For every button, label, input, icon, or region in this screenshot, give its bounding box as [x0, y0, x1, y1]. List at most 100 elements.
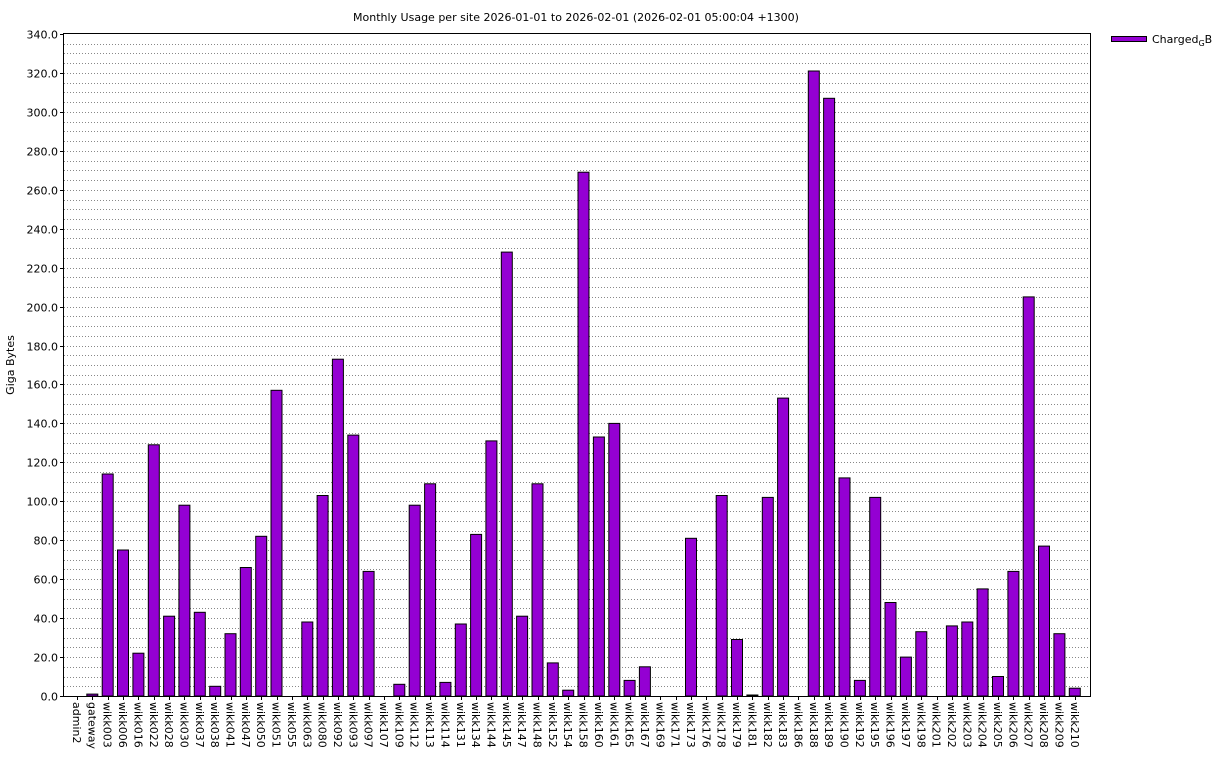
- bar: [301, 621, 314, 697]
- y-tick-label: 80.0: [34, 535, 59, 548]
- x-tick-label: wikk188: [807, 702, 820, 748]
- bar: [255, 535, 268, 697]
- bar: [485, 440, 498, 697]
- x-tick-label: wikk178: [715, 702, 728, 748]
- x-tick-label: wikk171: [669, 702, 682, 748]
- x-tick-label: wikk030: [177, 702, 190, 748]
- x-tick-label: wikk195: [868, 702, 881, 748]
- bar: [915, 631, 928, 697]
- x-tick-label: wikk016: [131, 702, 144, 748]
- bar: [147, 444, 160, 697]
- x-tick-label: wikk093: [346, 702, 359, 748]
- y-tick-label: 320.0: [27, 68, 59, 81]
- bar: [746, 694, 759, 697]
- grid-lines: [64, 44, 1090, 687]
- x-tick-label: wikk192: [853, 702, 866, 748]
- legend-label: ChargedGB: [1152, 33, 1212, 48]
- x-tick-label: wikk176: [699, 702, 712, 748]
- bar: [86, 693, 99, 697]
- x-tick-label: wikk160: [592, 702, 605, 748]
- x-tick-label: wikk114: [438, 702, 451, 748]
- x-tick-label: wikk041: [224, 702, 237, 748]
- y-tick-label: 260.0: [27, 185, 59, 198]
- bar: [807, 70, 820, 697]
- bar: [454, 623, 467, 697]
- x-tick-label: wikk167: [638, 702, 651, 748]
- x-tick-label: wikk148: [531, 702, 544, 748]
- y-tick-label: 40.0: [34, 613, 59, 626]
- bar: [899, 656, 912, 697]
- y-tick-label: 300.0: [27, 107, 59, 120]
- x-tick-label: gateway: [85, 702, 98, 750]
- bar: [178, 504, 191, 697]
- bar: [823, 97, 836, 697]
- x-tick-label: wikk209: [1052, 702, 1065, 748]
- x-tick-label: wikk210: [1068, 702, 1081, 748]
- x-tick-label: wikk154: [561, 702, 574, 748]
- bar: [577, 171, 590, 697]
- bar: [1068, 687, 1081, 697]
- bar: [685, 537, 697, 697]
- x-tick-label: wikk204: [976, 702, 989, 748]
- x-tick-label: wikk047: [239, 702, 252, 748]
- x-tick-label: wikk051: [270, 702, 283, 748]
- bar: [992, 676, 1004, 697]
- x-tick-label: wikk182: [761, 702, 774, 748]
- x-tick-label: wikk050: [254, 702, 267, 748]
- x-tick-label: wikk183: [776, 702, 789, 748]
- bar: [1053, 633, 1066, 697]
- bar: [331, 358, 344, 697]
- x-tick-label: wikk189: [822, 702, 835, 748]
- bar: [777, 397, 790, 697]
- x-tick-label: wikk202: [945, 702, 958, 748]
- bar: [838, 477, 851, 697]
- x-tick-label: wikk063: [300, 702, 313, 748]
- y-axis: 0.0 20.0 40.0 60.0 80.0 100.0 120.0 140.0 160.0 1…: [27, 29, 64, 704]
- x-tick-label: wikk181: [745, 702, 758, 748]
- y-tick-label: 160.0: [27, 379, 59, 392]
- x-tick-label: wikk107: [377, 702, 390, 748]
- x-tick-label: wikk190: [838, 702, 851, 748]
- x-tick-label: wikk205: [991, 702, 1004, 748]
- x-tick-label: wikk109: [392, 702, 405, 748]
- bar: [516, 615, 529, 697]
- x-tick-label: wikk165: [623, 702, 636, 748]
- x-tick-label: wikk158: [577, 702, 590, 748]
- bar: [224, 633, 237, 697]
- bar: [884, 602, 897, 697]
- x-tick-label: wikk028: [162, 702, 175, 748]
- x-tick-label: wikk152: [546, 702, 559, 748]
- bar: [117, 549, 129, 697]
- y-tick-label: 220.0: [27, 263, 59, 276]
- bar: [193, 611, 206, 697]
- x-tick-label: wikk003: [101, 702, 114, 748]
- bar: [239, 567, 252, 697]
- x-tick-label: wikk131: [454, 702, 467, 748]
- bar: [731, 639, 743, 697]
- bar: [270, 389, 283, 697]
- y-tick-label: 140.0: [27, 418, 59, 431]
- bar: [470, 533, 483, 697]
- y-tick-label: 60.0: [34, 574, 59, 587]
- bar: [1022, 296, 1035, 697]
- y-tick-label: 340.0: [27, 29, 59, 42]
- x-tick-label: wikk198: [914, 702, 927, 748]
- x-tick-label: wikk161: [607, 702, 620, 748]
- x-tick-label: wikk196: [884, 702, 897, 748]
- x-tick-label: wikk134: [469, 702, 482, 748]
- bar: [439, 681, 452, 697]
- x-tick-label: wikk092: [331, 702, 344, 748]
- legend-series-subscript: G: [1198, 39, 1204, 48]
- legend: ChargedGB: [1111, 33, 1212, 48]
- x-tick-label: wikk006: [116, 702, 129, 748]
- bar: [101, 473, 114, 697]
- y-tick-label: 100.0: [27, 496, 59, 509]
- x-tick-label: wikk186: [791, 702, 804, 748]
- chart-title: Monthly Usage per site 2026-01-01 to 202…: [353, 11, 799, 24]
- bar: [1007, 570, 1020, 697]
- bar: [546, 662, 559, 697]
- bar: [393, 683, 406, 697]
- x-tick-label: wikk203: [960, 702, 973, 748]
- y-tick-label: 180.0: [27, 341, 59, 354]
